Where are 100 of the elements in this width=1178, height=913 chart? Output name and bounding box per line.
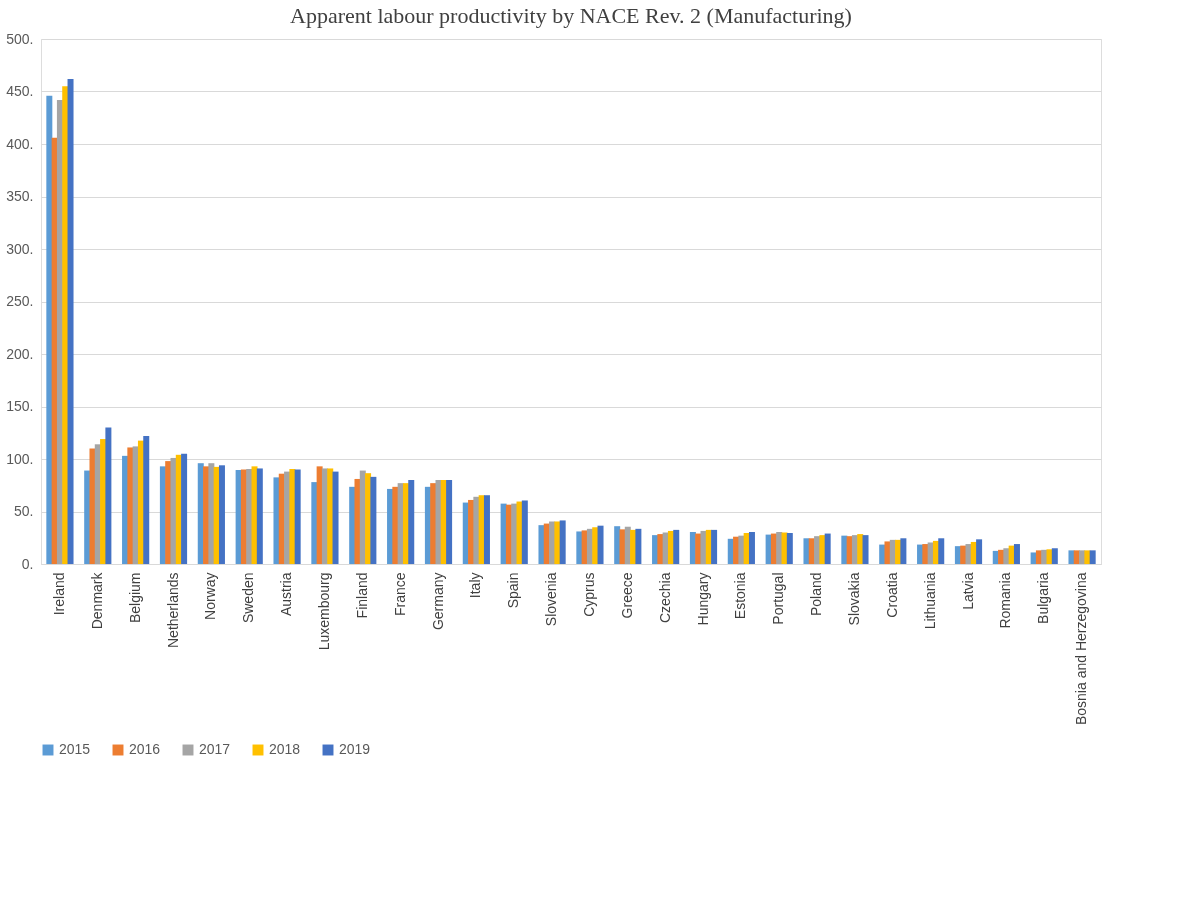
y-tick-label: 100. xyxy=(6,450,34,467)
bar xyxy=(538,525,545,564)
bar xyxy=(218,465,225,564)
bar xyxy=(1089,550,1096,564)
x-tick-label: Denmark xyxy=(88,571,105,630)
bar xyxy=(370,476,377,564)
bar xyxy=(289,468,296,564)
chart-title: Apparent labour productivity by NACE Rev. 2 (Manufacturing) xyxy=(290,3,852,28)
bar xyxy=(938,538,945,564)
bar xyxy=(657,534,664,564)
bar xyxy=(803,538,810,564)
bar xyxy=(273,477,280,564)
x-tick-label: Croatia xyxy=(883,572,900,618)
bar xyxy=(62,86,69,564)
bar xyxy=(511,503,518,564)
x-tick-label: Austria xyxy=(278,572,295,617)
bar xyxy=(1041,549,1048,564)
bar xyxy=(473,496,480,564)
legend-label: 2017 xyxy=(199,741,231,757)
bar xyxy=(1068,550,1075,564)
x-tick-label: Greece xyxy=(618,572,635,619)
bar xyxy=(559,520,566,564)
bar xyxy=(143,435,150,564)
legend-label: 2018 xyxy=(269,741,301,757)
bar xyxy=(354,478,361,564)
bar xyxy=(748,531,755,564)
bar xyxy=(1084,550,1091,564)
bar xyxy=(695,533,702,564)
bar xyxy=(635,528,642,564)
bar xyxy=(900,538,907,564)
x-tick-label: Ireland xyxy=(50,572,67,616)
bar xyxy=(408,480,415,564)
bar xyxy=(392,486,399,564)
x-tick-label: Netherlands xyxy=(164,572,181,648)
y-tick-label: 200. xyxy=(6,345,34,362)
y-tick-label: 0. xyxy=(21,555,34,572)
x-tick-label: Czechia xyxy=(656,572,673,624)
x-tick-label: Bosnia and Herzegovina xyxy=(1073,572,1090,726)
bar xyxy=(294,469,301,564)
bar xyxy=(446,480,453,564)
bar xyxy=(127,447,134,564)
bar xyxy=(181,453,188,564)
x-tick-label: Portugal xyxy=(770,572,787,625)
bar xyxy=(960,545,967,564)
bar xyxy=(857,534,864,564)
bar xyxy=(738,535,745,564)
bar xyxy=(711,529,718,564)
x-tick-label: Belgium xyxy=(126,572,143,624)
y-tick-label: 50. xyxy=(14,503,34,519)
bar xyxy=(483,495,490,564)
bar xyxy=(327,468,334,564)
bar xyxy=(256,468,263,564)
bar xyxy=(67,78,74,564)
x-tick-label: Sweden xyxy=(240,572,257,624)
bar xyxy=(105,427,112,564)
bar xyxy=(619,529,626,564)
bar xyxy=(311,482,318,564)
y-tick-label: 250. xyxy=(6,293,34,309)
legend-label: 2015 xyxy=(59,741,91,757)
x-tick-label: Spain xyxy=(505,572,522,609)
x-tick-label: Germany xyxy=(429,572,446,631)
bar xyxy=(46,95,53,564)
bar xyxy=(597,525,604,564)
y-tick-label: 500. xyxy=(6,30,34,47)
bar xyxy=(922,544,929,564)
bar xyxy=(862,535,869,564)
x-tick-label: Lithuania xyxy=(921,572,938,630)
x-tick-label: Romania xyxy=(997,572,1014,629)
x-tick-label: Bulgaria xyxy=(1035,572,1052,624)
bar xyxy=(819,535,826,564)
x-tick-label: Cyprus xyxy=(580,572,597,617)
legend-label: 2016 xyxy=(129,741,161,757)
bar xyxy=(208,463,215,564)
bar xyxy=(841,535,848,564)
x-tick-label: Luxembourg xyxy=(315,572,332,651)
bar xyxy=(246,468,253,564)
x-tick-label: Poland xyxy=(808,572,825,617)
x-tick-label: Italy xyxy=(467,572,484,599)
x-tick-label: Norway xyxy=(202,572,219,620)
bar xyxy=(884,541,891,564)
bar xyxy=(824,533,831,564)
bar xyxy=(592,527,599,564)
bar xyxy=(1051,548,1058,564)
bar xyxy=(976,539,983,564)
x-tick-label: Latvia xyxy=(959,572,976,610)
x-tick-label: Slovakia xyxy=(845,572,862,626)
bar xyxy=(89,448,96,564)
bar xyxy=(554,521,561,564)
bar xyxy=(786,533,793,564)
bar xyxy=(430,483,437,564)
bar xyxy=(1013,544,1020,564)
x-tick-label: Hungary xyxy=(694,572,711,626)
x-tick-label: Finland xyxy=(353,572,370,619)
y-tick-label: 150. xyxy=(6,398,34,414)
y-tick-label: 350. xyxy=(6,188,34,204)
y-tick-label: 450. xyxy=(6,83,34,99)
bar xyxy=(165,461,172,564)
x-tick-label: Estonia xyxy=(732,572,749,620)
y-tick-label: 400. xyxy=(6,135,34,152)
bar xyxy=(673,529,680,564)
